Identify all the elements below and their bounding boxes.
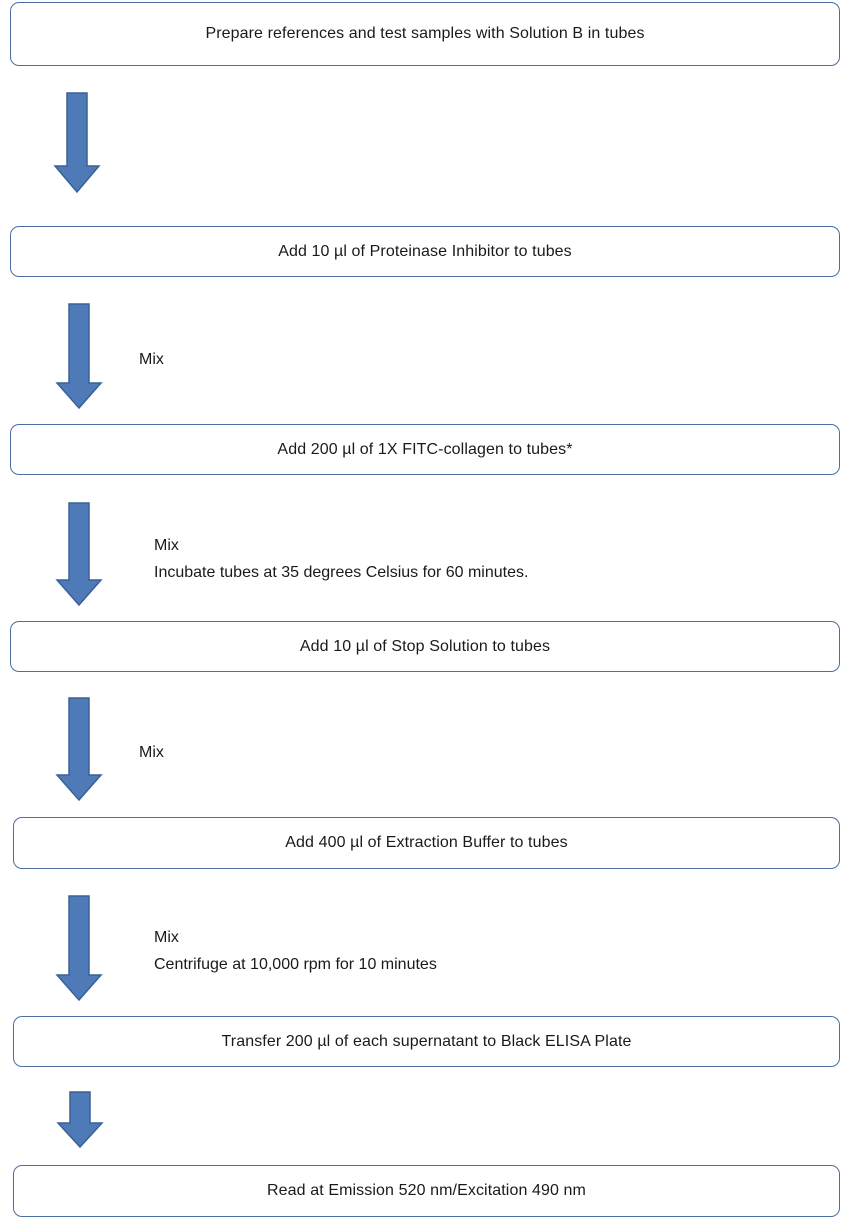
note-mix-after-inhibitor: Mix	[139, 346, 164, 373]
note-line: Incubate tubes at 35 degrees Celsius for…	[154, 564, 529, 581]
down-arrow-icon	[55, 895, 103, 1002]
note-mix-incubate: Mix Incubate tubes at 35 degrees Celsius…	[154, 532, 528, 586]
step-box-read-emission: Read at Emission 520 nm/Excitation 490 n…	[13, 1165, 840, 1217]
note-mix-centrifuge: Mix Centrifuge at 10,000 rpm for 10 minu…	[154, 924, 437, 978]
step-box-extraction-buffer: Add 400 µl of Extraction Buffer to tubes	[13, 817, 840, 869]
note-line: Centrifuge at 10,000 rpm for 10 minutes	[154, 956, 437, 973]
down-arrow-icon	[53, 92, 101, 194]
down-arrow-icon	[55, 303, 103, 410]
note-line: Mix	[154, 537, 179, 554]
step-box-prepare: Prepare references and test samples with…	[10, 2, 840, 66]
step-label: Transfer 200 µl of each supernatant to B…	[221, 1032, 632, 1050]
step-label: Add 400 µl of Extraction Buffer to tubes	[285, 834, 568, 851]
step-label: Add 10 µl of Proteinase Inhibitor to tub…	[278, 242, 572, 260]
note-line: Mix	[139, 744, 164, 761]
step-box-fitc-collagen: Add 200 µl of 1X FITC-collagen to tubes*	[10, 424, 840, 475]
step-label: Add 200 µl of 1X FITC-collagen to tubes*	[277, 440, 573, 458]
step-box-transfer-supernatant: Transfer 200 µl of each supernatant to B…	[13, 1016, 840, 1067]
step-label: Read at Emission 520 nm/Excitation 490 n…	[267, 1182, 586, 1199]
note-mix-after-stop: Mix	[139, 739, 164, 766]
step-box-proteinase-inhibitor: Add 10 µl of Proteinase Inhibitor to tub…	[10, 226, 840, 277]
note-line: Mix	[139, 351, 164, 368]
step-box-stop-solution: Add 10 µl of Stop Solution to tubes	[10, 621, 840, 672]
down-arrow-icon	[55, 502, 103, 607]
down-arrow-icon	[55, 697, 103, 802]
note-line: Mix	[154, 929, 179, 946]
step-label: Prepare references and test samples with…	[205, 25, 645, 42]
step-label: Add 10 µl of Stop Solution to tubes	[299, 637, 551, 655]
down-arrow-icon	[56, 1091, 104, 1149]
